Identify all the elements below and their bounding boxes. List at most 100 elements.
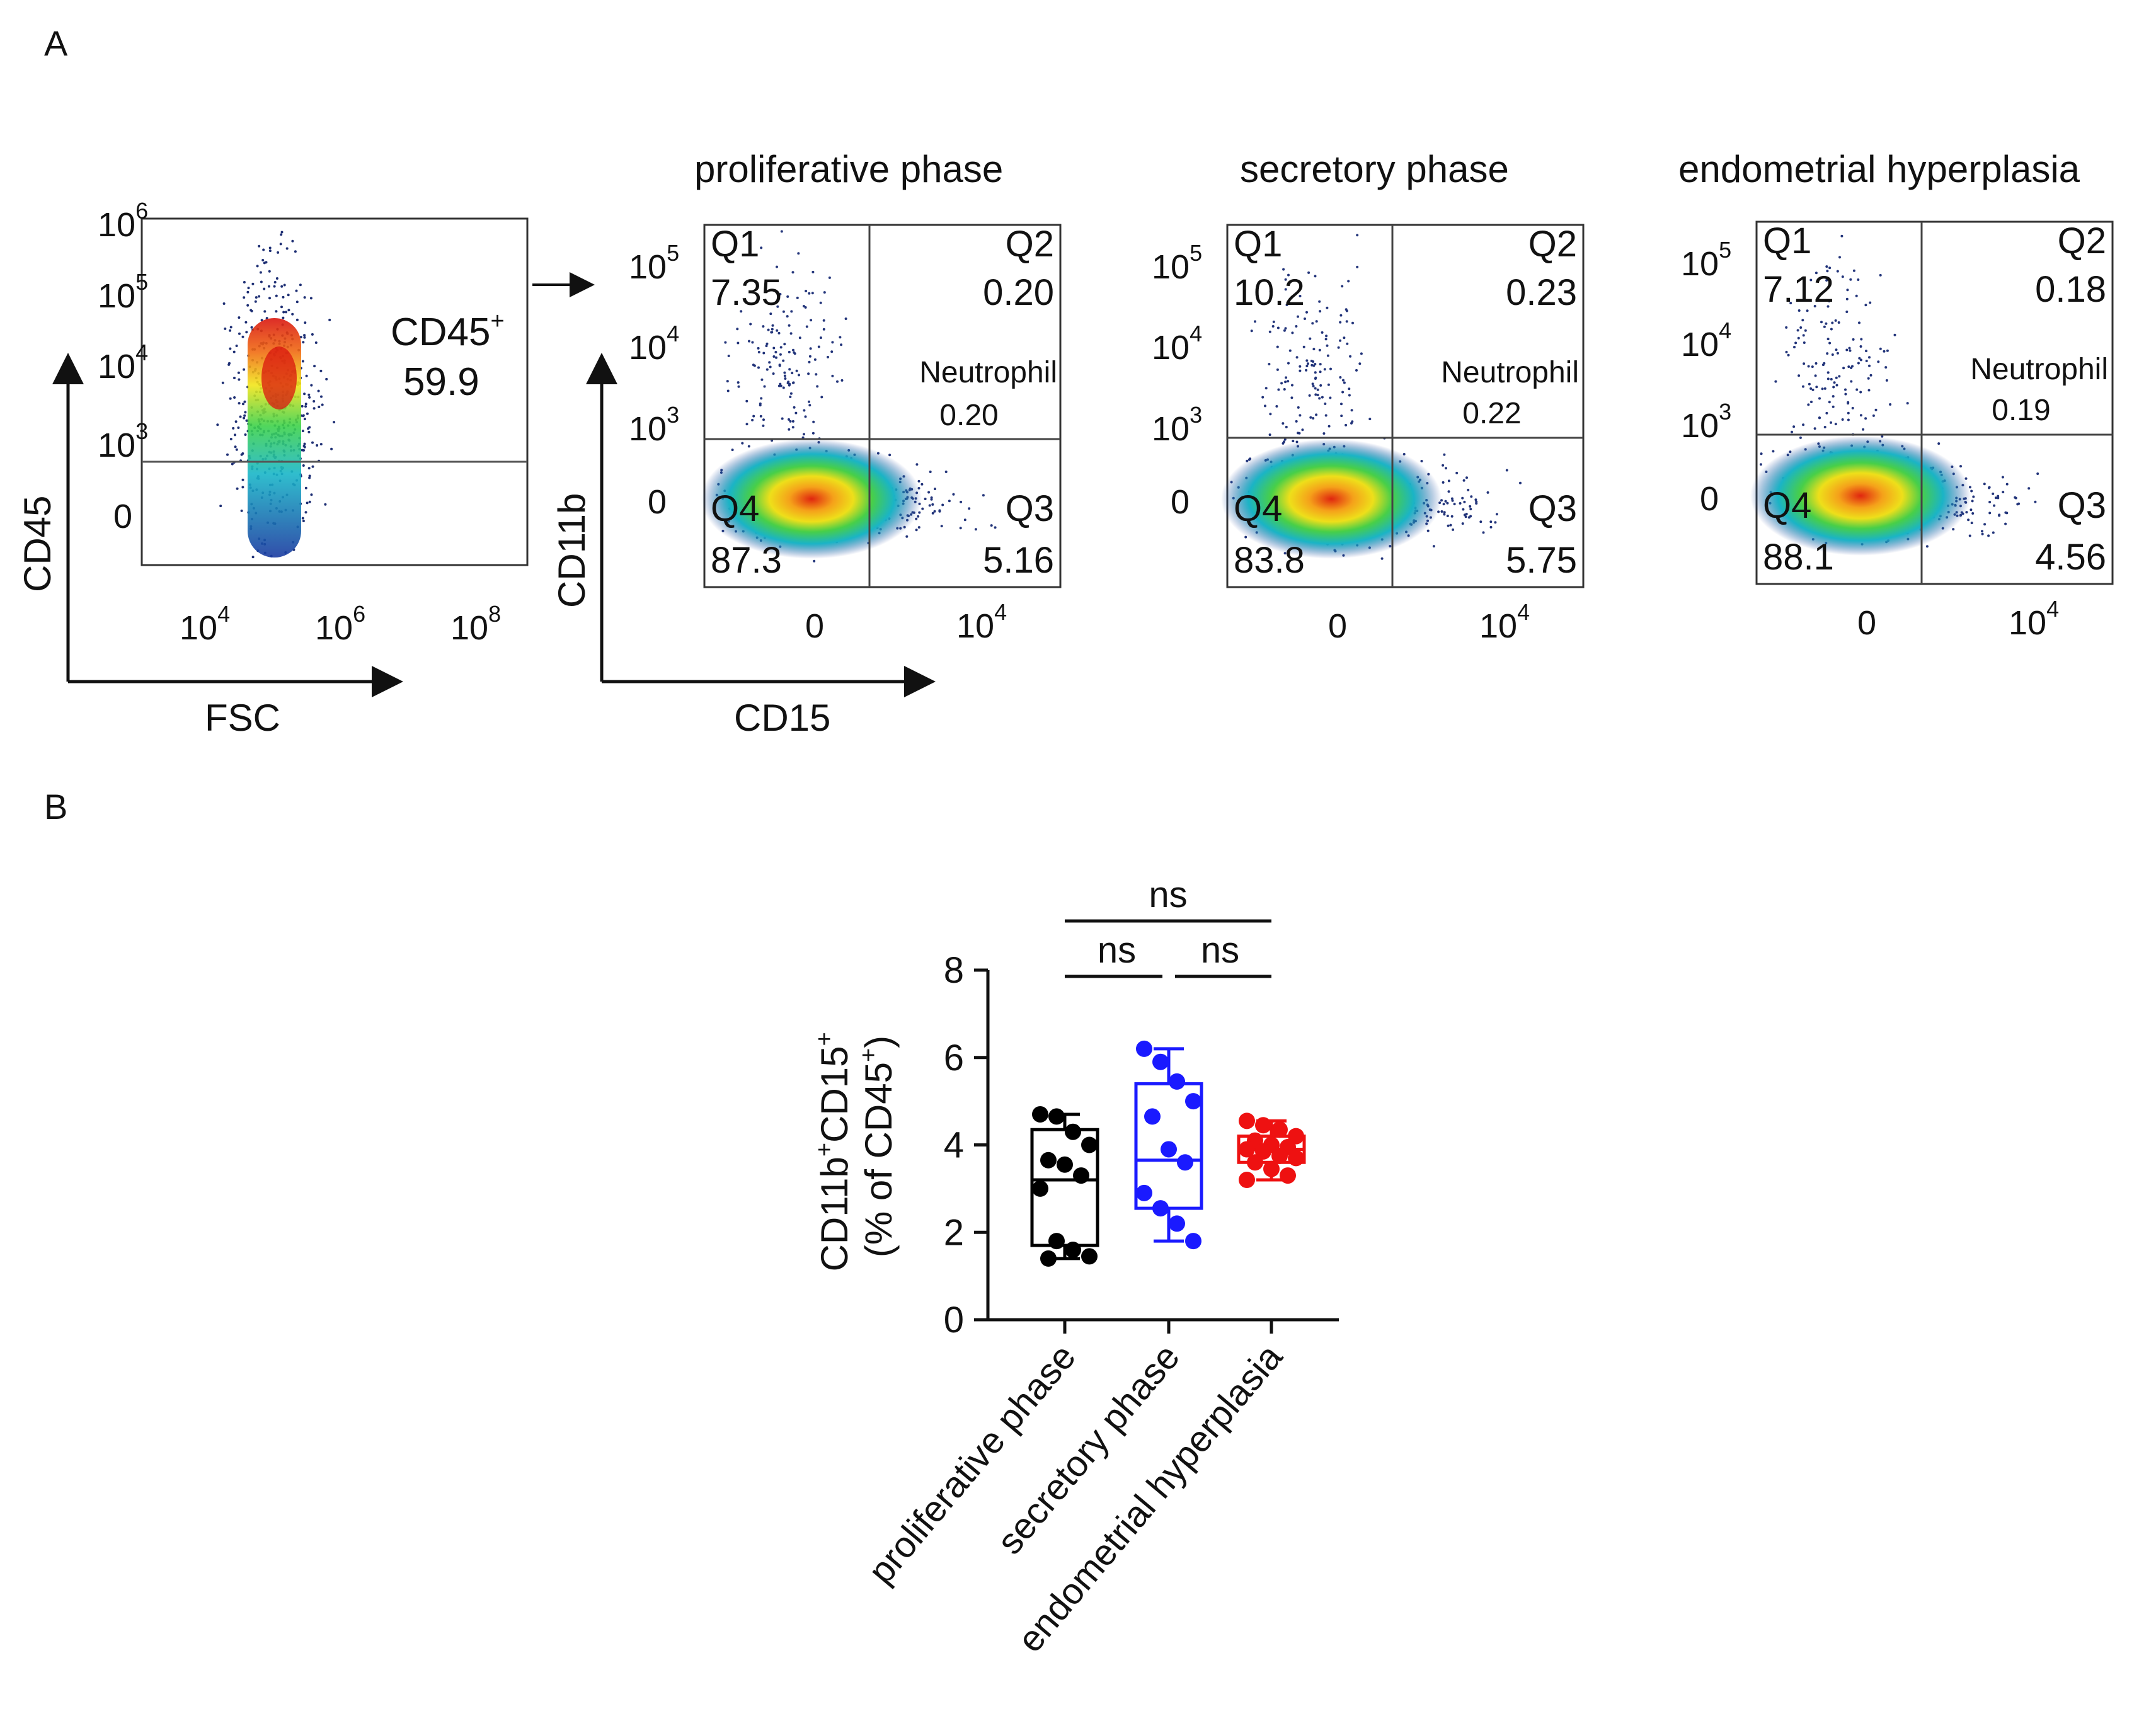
gate-dot — [232, 426, 235, 430]
quadrant-dot — [1849, 349, 1852, 352]
quadrant-dot — [1420, 460, 1423, 462]
data-point — [1239, 1141, 1255, 1158]
q2-value: 0.20 — [983, 272, 1054, 313]
quadrant-y-tick: 105 — [1152, 240, 1202, 286]
quadrant-dot — [1791, 430, 1793, 433]
quadrant-dot — [1865, 350, 1867, 353]
quadrant-dot — [941, 503, 944, 506]
quadrant-dot — [1847, 402, 1850, 405]
quadrant-dot — [1268, 363, 1271, 365]
quadrant-dot — [1825, 411, 1828, 415]
gate-dot — [314, 341, 318, 344]
quadrant-dot — [779, 293, 782, 295]
gate-y-label: CD45 — [16, 496, 59, 592]
quadrant-dot — [1442, 464, 1445, 467]
gate-dot — [224, 327, 227, 330]
gate-dot — [227, 363, 231, 366]
gate-dot — [244, 321, 248, 324]
quadrant-dot — [1301, 428, 1304, 432]
quadrant-dot — [1886, 349, 1889, 352]
quadrant-dot — [1442, 481, 1445, 484]
quadrant-dot — [1310, 363, 1314, 367]
gate-dot — [302, 464, 305, 467]
quadrant-dot — [1809, 387, 1813, 390]
data-point — [1239, 1172, 1255, 1188]
quadrant-dot — [771, 324, 774, 327]
gate-dot — [263, 310, 267, 313]
quadrant-dot — [831, 374, 834, 377]
quadrant-dot — [1277, 388, 1280, 391]
gate-dot — [280, 231, 284, 234]
quadrant-dot — [765, 342, 769, 345]
quadrant-dot — [1329, 367, 1332, 370]
quadrant-dot — [1852, 269, 1855, 272]
quadrant-dot — [959, 527, 962, 530]
q1-value: 7.35 — [711, 272, 782, 313]
quadrant-dot — [774, 351, 777, 353]
gate-dot — [303, 336, 306, 339]
quadrant-dot — [2034, 500, 2037, 503]
gate-dot — [238, 378, 241, 381]
q2-value: 0.18 — [2035, 269, 2106, 310]
quadrant-dot — [1981, 530, 1983, 533]
quadrant-dot — [772, 346, 776, 350]
gate-dot — [233, 377, 236, 379]
gate-dot — [238, 332, 241, 335]
quadrant-y-tick: 0 — [648, 483, 667, 521]
quadrant-dot — [1787, 353, 1790, 357]
quadrant-dot — [1864, 417, 1867, 420]
quadrant-dot — [741, 442, 744, 445]
quadrant-dot — [1997, 496, 2000, 500]
quadrant-dot — [1992, 531, 1995, 534]
quadrant-dot — [788, 350, 791, 353]
quadrant-dot — [737, 341, 740, 345]
quadrant-dot — [952, 493, 955, 496]
quadrant-y-tick: 0 — [1171, 483, 1190, 521]
quadrant-dot — [844, 317, 847, 320]
quadrant-dot — [1325, 334, 1328, 338]
quadrant-dot — [1453, 503, 1456, 506]
quadrant-dot — [1327, 383, 1330, 386]
quadrant-dot — [1461, 496, 1464, 500]
quadrant-dot — [1254, 320, 1256, 323]
quadrant-dot — [762, 424, 765, 427]
data-point — [1048, 1108, 1065, 1125]
quadrant-dot — [990, 524, 993, 527]
quadrant-dot — [817, 345, 820, 348]
gate-dot — [275, 294, 278, 297]
gate-dot — [237, 371, 240, 374]
gate-dot — [229, 329, 232, 332]
quadrant-dot — [1284, 380, 1287, 384]
quadrant-dot — [726, 380, 729, 383]
gate-dot — [324, 503, 327, 506]
gate-dot — [299, 283, 302, 287]
gate-dot — [268, 249, 272, 253]
quadrant-dot — [1807, 403, 1810, 406]
quadrant-dot — [1276, 345, 1279, 348]
gate-dot — [226, 453, 229, 456]
quadrant-dot — [767, 328, 770, 331]
quadrant-dot — [776, 265, 778, 268]
quadrant-dot — [888, 454, 892, 457]
quadrant-dot — [1285, 425, 1288, 428]
gate-dot — [302, 341, 305, 344]
quadrant-dot — [1343, 381, 1346, 384]
quadrant-dot — [1836, 352, 1839, 355]
quadrant-dot — [1828, 341, 1832, 345]
quadrant-dot — [1282, 442, 1285, 445]
gate-dot — [265, 317, 268, 320]
gate-dot — [301, 360, 304, 363]
quadrant-dot — [769, 365, 772, 369]
panel-a-label: A — [44, 23, 68, 63]
quadrant-dot — [1855, 388, 1859, 391]
quadrant-dot — [770, 331, 773, 334]
quadrant-dot — [791, 271, 794, 274]
quadrant-dot — [783, 343, 786, 346]
gate-dot — [311, 465, 314, 468]
quadrant-x-tick: 104 — [1479, 599, 1530, 645]
quadrant-dot — [1826, 371, 1830, 374]
quadrant-dot — [1321, 396, 1324, 399]
quadrant-dot — [1311, 322, 1314, 325]
gate-dot — [321, 403, 324, 406]
quadrant-dot — [1284, 288, 1287, 291]
